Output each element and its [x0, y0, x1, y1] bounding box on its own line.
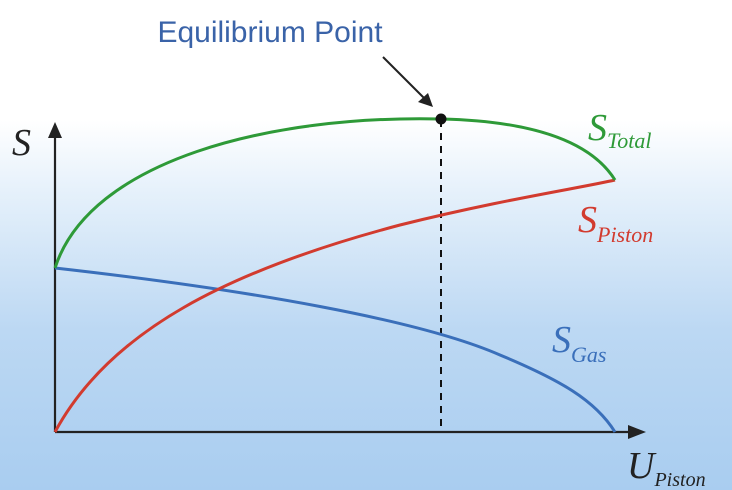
- annotation-arrowhead: [418, 93, 433, 107]
- label-s-piston-main: S: [578, 199, 597, 241]
- x-axis-label: UPiston: [627, 445, 706, 490]
- label-s-gas-main: S: [552, 319, 571, 361]
- curve-s-gas: [54, 266, 617, 433]
- label-s-total: STotal: [588, 107, 651, 153]
- curve-s-total: [53, 117, 617, 269]
- x-axis-label-main: U: [627, 445, 657, 487]
- y-axis-arrowhead: [48, 122, 62, 138]
- label-s-piston: SPiston: [578, 199, 653, 247]
- curve-s-piston: [53, 178, 616, 433]
- equilibrium-point-marker: [435, 113, 447, 125]
- y-axis-label: S: [12, 122, 31, 164]
- label-s-piston-sub: Piston: [596, 222, 653, 247]
- label-s-total-sub: Total: [607, 128, 651, 153]
- x-axis-label-sub: Piston: [653, 469, 705, 490]
- annotation-label: Equilibrium Point: [157, 16, 383, 49]
- annotation-arrow-line: [382, 56, 429, 103]
- x-axis-arrowhead: [628, 425, 646, 439]
- label-s-gas-sub: Gas: [571, 342, 606, 367]
- label-s-total-main: S: [588, 107, 607, 149]
- label-s-gas: SGas: [552, 319, 606, 367]
